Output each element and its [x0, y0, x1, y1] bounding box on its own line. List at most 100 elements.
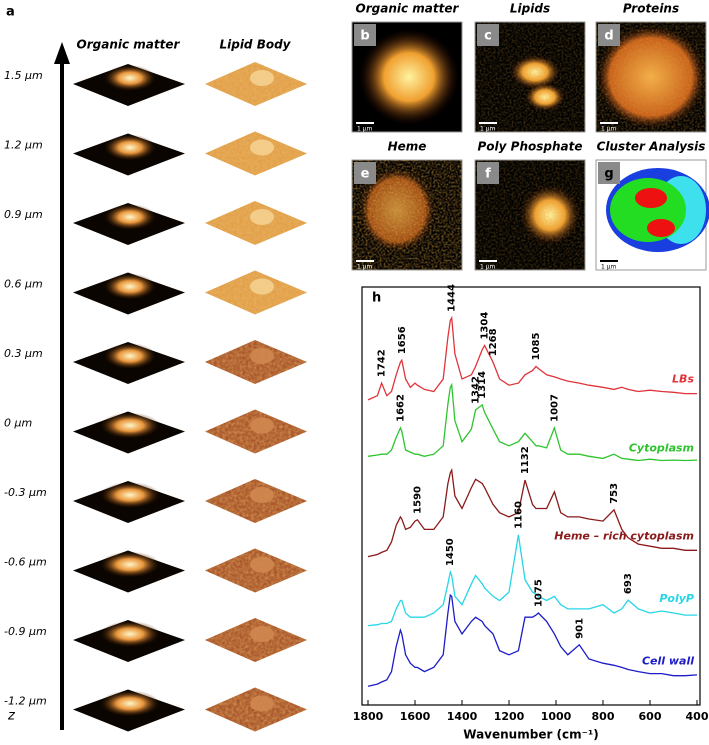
x-tick-label: 1400: [447, 710, 478, 723]
organic-glow: [104, 204, 156, 230]
image-label: f: [485, 167, 491, 182]
spectrum: [367, 315, 697, 401]
scale-bar-label: 1 µm: [601, 264, 617, 271]
series-label: PolyP: [659, 592, 694, 605]
organic-glow: [104, 65, 156, 91]
spectrum: [367, 593, 698, 687]
spectrum: [367, 382, 698, 462]
cluster: [647, 219, 675, 237]
scale-bar-label: 1 µm: [357, 264, 373, 271]
peak-label: 1656: [397, 326, 408, 354]
x-axis-title: Wavenumber (cm⁻¹): [463, 728, 598, 742]
organic-glow: [100, 621, 160, 647]
image-label: b: [360, 29, 369, 44]
series-label: Heme – rich cytoplasm: [554, 529, 694, 542]
column-heading: Lipid Body: [219, 38, 291, 52]
peak-label: 1314: [477, 371, 488, 399]
image-title: Lipids: [510, 2, 550, 16]
z-level-label: -0.6 µm: [4, 556, 47, 569]
z-arrowhead: [54, 42, 70, 64]
image-title: Heme: [388, 140, 427, 154]
peak-label: 1742: [377, 349, 388, 377]
x-tick-label: 1000: [541, 710, 572, 723]
panel-label: a: [6, 5, 15, 20]
label-box: [354, 162, 376, 184]
image-label: d: [604, 29, 613, 44]
series-label: Cell wall: [642, 655, 694, 668]
organic-glow: [100, 482, 160, 508]
column-heading: Organic matter: [77, 38, 181, 52]
scale-bar-label: 1 µm: [601, 126, 617, 133]
lipid-bump: [250, 695, 274, 712]
organic-glow: [104, 273, 156, 300]
image-title: Organic matter: [356, 2, 460, 16]
organic-glow: [100, 551, 160, 578]
peak-label: 1075: [533, 579, 544, 607]
lipid-bump: [250, 556, 274, 573]
image-label: c: [484, 29, 492, 44]
label-box: [598, 162, 620, 184]
z-level-label: -0.9 µm: [4, 625, 47, 638]
lipid-bump: [250, 139, 274, 156]
peak-label: 1160: [513, 501, 524, 529]
peak-label: 1304: [480, 312, 491, 340]
x-tick-label: 1800: [353, 710, 384, 723]
image-title: Proteins: [623, 2, 679, 16]
lipid-bump: [250, 626, 274, 642]
z-level-label: 0 µm: [4, 417, 32, 430]
lipid-bump: [250, 209, 274, 225]
blob: [359, 29, 459, 125]
organic-glow: [100, 412, 160, 439]
cluster: [610, 178, 686, 242]
peak-label: 753: [609, 483, 620, 504]
x-tick-label: 1600: [400, 710, 431, 723]
z-level-label: -0.3 µm: [4, 486, 47, 499]
plot-frame: [361, 286, 701, 706]
z-axis-label: z: [7, 709, 16, 724]
spectrum: [367, 534, 697, 627]
lipid-bump: [250, 278, 274, 295]
peak-label: 1590: [412, 486, 423, 514]
lipid-bump: [250, 70, 274, 86]
z-level-label: 1.5 µm: [4, 69, 43, 82]
image-title: Cluster Analysis: [597, 140, 706, 154]
z-level-label: 0.9 µm: [4, 208, 43, 221]
series-label: LBs: [672, 373, 694, 386]
peak-label: 1007: [549, 394, 560, 422]
z-level-label: 1.2 µm: [4, 139, 43, 152]
peak-label: 1132: [520, 446, 531, 474]
z-level-label: 0.3 µm: [4, 347, 43, 360]
peak-label: 1268: [488, 328, 499, 356]
image-label: g: [604, 167, 613, 182]
image-label: e: [361, 167, 370, 182]
peak-label: 1444: [447, 284, 458, 312]
lipid-bump: [250, 417, 274, 434]
z-level-label: 0.6 µm: [4, 278, 43, 291]
label-box: [598, 24, 620, 46]
organic-glow: [104, 134, 156, 161]
cluster: [635, 188, 667, 208]
label-box: [477, 162, 499, 184]
lipid-bump: [250, 348, 274, 364]
z-level-label: -1.2 µm: [4, 695, 47, 708]
x-tick-label: 1200: [494, 710, 525, 723]
peak-label: 901: [574, 618, 585, 639]
scale-bar-label: 1 µm: [357, 126, 373, 133]
peak-label: 1662: [395, 394, 406, 422]
peak-label: 1085: [531, 333, 542, 361]
scale-bar-label: 1 µm: [480, 126, 496, 133]
organic-glow: [100, 690, 160, 717]
peak-label: 1450: [445, 538, 456, 566]
scale-bar-label: 1 µm: [480, 264, 496, 271]
x-tick-label: 600: [639, 710, 662, 723]
x-tick-label: 800: [592, 710, 615, 723]
organic-glow: [104, 343, 156, 369]
panel-label: h: [372, 291, 381, 306]
label-box: [354, 24, 376, 46]
series-label: Cytoplasm: [629, 441, 694, 454]
peak-label: 693: [623, 573, 634, 594]
spectrum: [367, 467, 697, 558]
peak-label: 1342: [471, 376, 482, 404]
